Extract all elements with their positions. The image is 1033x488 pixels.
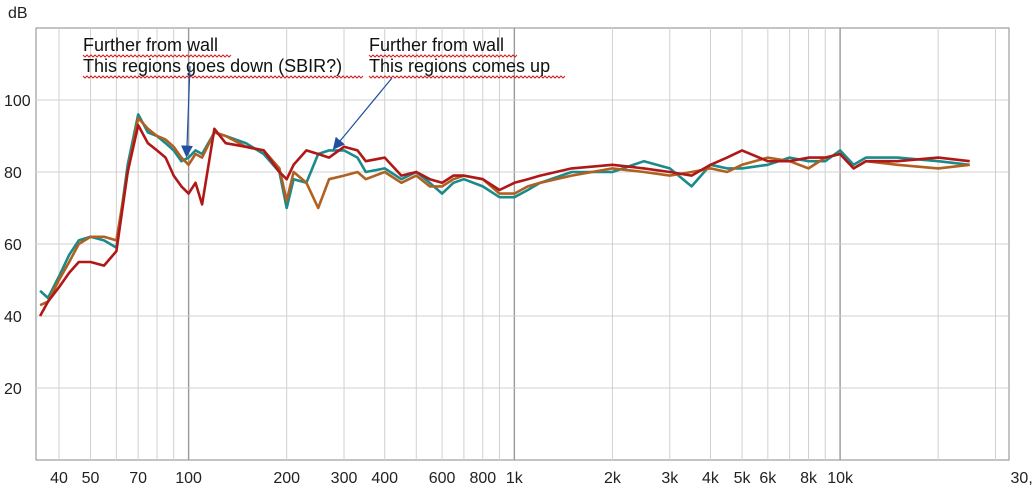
x-tick-label: 40	[50, 470, 68, 487]
x-tick-label: 1k	[506, 470, 524, 487]
x-tick-label: 400	[371, 470, 398, 487]
annotation-2-line-1: Further from wall	[369, 35, 504, 55]
y-tick-label: 40	[4, 309, 22, 326]
x-tick-label: 50	[82, 470, 100, 487]
x-tick-label: 3k	[661, 470, 679, 487]
x-tick-label: 600	[429, 470, 456, 487]
x-tick-label: 100	[175, 470, 202, 487]
grid-lines	[36, 28, 1009, 460]
x-tick-label: 200	[273, 470, 300, 487]
x-tick-label: 10k	[827, 470, 854, 487]
x-axis-ticks: 40 50 70 100 200 300 400 600 800 1k 2k 3k 4k 5k 6k 8k 10…	[50, 470, 1033, 487]
series-line-1	[39, 113, 970, 300]
series-lines	[38, 113, 970, 317]
x-tick-label: 4k	[702, 470, 720, 487]
y-tick-label: 80	[4, 165, 22, 182]
annotation-2-line-2: This regions comes up	[369, 56, 550, 76]
y-tick-label: 20	[4, 381, 22, 398]
annotation-arrow-2	[332, 77, 393, 150]
annotation-arrow-1	[180, 65, 193, 158]
annotation-1-line-2: This regions goes down (SBIR?)	[83, 56, 342, 76]
spellcheck-underline	[82, 54, 232, 58]
x-tick-label: 6k	[759, 470, 777, 487]
series-line-3	[38, 123, 970, 317]
annotation-1-line-1: Further from wall	[83, 35, 218, 55]
y-tick-label: 60	[4, 237, 22, 254]
x-tick-label: 300	[331, 470, 358, 487]
y-axis-ticks: 20 40 60 80 100 dB	[4, 5, 31, 398]
x-tick-label: 8k	[800, 470, 818, 487]
x-tick-label: 30,0kHz	[1011, 470, 1033, 487]
x-tick-label: 70	[129, 470, 147, 487]
spellcheck-underline	[368, 75, 566, 79]
x-tick-label: 800	[469, 470, 496, 487]
y-tick-label: 100	[4, 93, 31, 110]
spellcheck-underline	[368, 54, 518, 58]
spellcheck-underline	[82, 75, 364, 79]
series-line-2	[39, 116, 970, 307]
x-tick-label: 2k	[604, 470, 622, 487]
y-axis-unit-label: dB	[8, 5, 28, 22]
x-tick-label: 5k	[734, 470, 752, 487]
